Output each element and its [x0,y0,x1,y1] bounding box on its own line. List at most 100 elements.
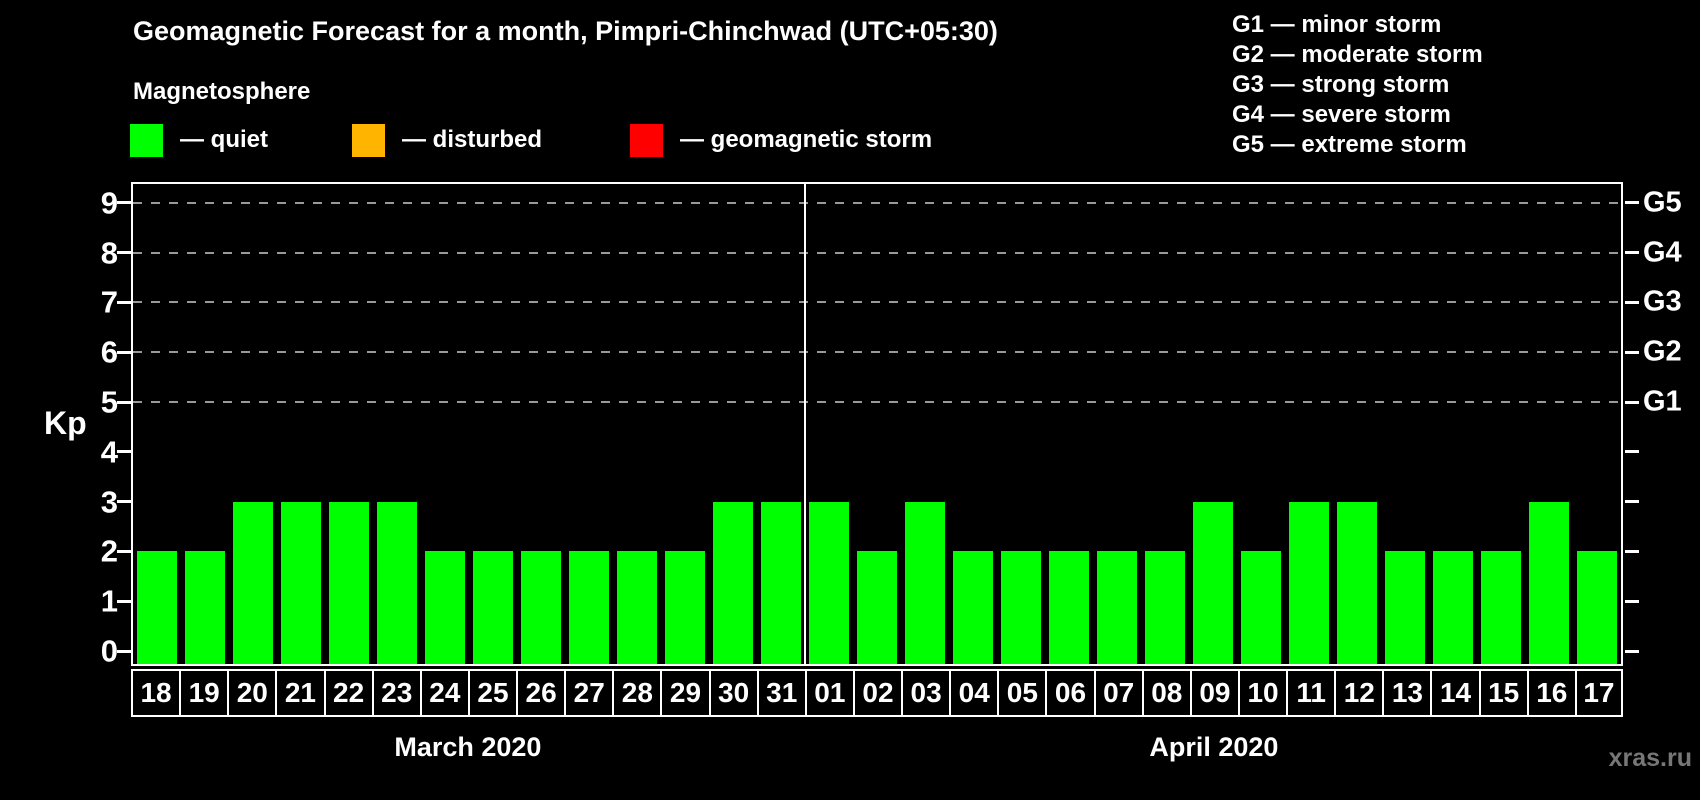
g2-legend-line: G2 — moderate storm [1232,41,1483,68]
day-label-04: 04 [949,669,1000,717]
y-tick-label-0: 0 [100,633,118,669]
day-label-17: 17 [1574,669,1623,717]
day-label-14: 14 [1430,669,1481,717]
y-tick-label-2: 2 [100,533,118,569]
kp-bar-day-19 [185,551,225,664]
y-tick-label-9: 9 [100,185,118,221]
y-tick-1 [117,599,131,603]
y-tick-8 [117,251,131,255]
y-tick-7 [117,300,131,304]
kp-bar-day-24 [425,551,465,664]
chart-title: Geomagnetic Forecast for a month, Pimpri… [133,16,998,46]
day-label-06: 06 [1045,669,1096,717]
kp-bar-day-15 [1481,551,1521,664]
day-label-13: 13 [1382,669,1433,717]
day-label-16: 16 [1526,669,1577,717]
day-label-12: 12 [1334,669,1385,717]
kp-bar-day-22 [329,501,369,664]
day-label-10: 10 [1237,669,1289,717]
kp-bar-day-30 [713,501,753,664]
magnetosphere-label: Magnetosphere [133,78,311,105]
g-axis-label-g5: G5 [1643,186,1682,219]
kp-bar-day-16 [1529,501,1569,664]
day-label-11: 11 [1286,669,1337,717]
day-label-24: 24 [419,669,470,717]
xras-watermark: xras.ru [1608,744,1692,772]
kp-bar-day-05 [1001,551,1041,664]
y-tick-label-6: 6 [100,334,118,370]
kp-bar-day-06 [1049,551,1089,664]
kp-bar-day-07 [1097,551,1137,664]
g1-legend-line: G1 — minor storm [1232,11,1442,38]
kp-bar-day-21 [281,501,321,664]
y-tick-label-4: 4 [100,434,118,470]
kp-bar-day-27 [569,551,609,664]
g-axis-label-g2: G2 [1643,335,1682,368]
kp-bar-day-20 [233,501,273,664]
g-axis-label-g4: G4 [1643,236,1682,269]
y-tick-label-3: 3 [100,484,118,520]
kp-bar-day-31 [761,501,801,664]
y-tick-label-1: 1 [100,583,118,619]
gridline-kp7 [133,301,1621,304]
right-tick-4 [1625,450,1639,454]
gridline-kp5 [133,401,1621,403]
g4-legend-line: G4 — severe storm [1232,101,1451,128]
y-tick-label-7: 7 [100,284,118,320]
legend-item-geomagnetic-storm: — geomagnetic storm [630,123,932,157]
y-tick-9 [117,201,131,205]
kp-bar-day-01 [809,501,849,664]
y-tick-0 [117,649,131,653]
right-tick-3 [1625,500,1639,504]
g3-legend-line: G3 — strong storm [1232,71,1450,98]
plot-area: 0 1 2 3 4 5 6 7 8 9 G1 G2 G3 G4 G5 [101,182,1682,667]
day-label-20: 20 [227,669,278,717]
y-tick-2 [117,549,131,553]
right-tick-9 [1625,201,1639,205]
g-axis-label-g3: G3 [1643,285,1682,318]
day-label-25: 25 [467,669,519,717]
day-label-26: 26 [516,669,567,717]
day-label-21: 21 [275,669,326,717]
day-label-09: 09 [1189,669,1240,717]
y-tick-4 [117,450,131,454]
right-tick-6 [1625,350,1639,354]
day-label-18: 18 [131,669,182,717]
kp-bar-day-25 [473,551,513,664]
right-tick-5 [1625,400,1639,404]
gridline-kp8 [133,251,1621,254]
day-label-30: 30 [708,669,759,717]
gridline-kp9 [133,201,1621,204]
g5-legend-line: G5 — extreme storm [1232,131,1467,158]
kp-bar-day-09 [1193,501,1233,664]
day-label-01: 01 [804,669,855,717]
day-label-08: 08 [1141,669,1192,717]
kp-bar-day-14 [1433,551,1473,664]
kp-bar-day-26 [521,551,561,664]
quiet-label: — quiet [180,126,268,153]
right-tick-0 [1625,649,1639,653]
y-tick-3 [117,500,131,504]
kp-bar-day-10 [1241,551,1281,664]
kp-bar-day-03 [905,501,945,664]
day-label-05: 05 [997,669,1048,717]
kp-bar-day-18 [137,551,177,664]
kp-bar-day-11 [1289,501,1329,664]
month-label-1: April 2020 [1149,732,1279,762]
day-label-02: 02 [852,669,904,717]
y-tick-label-8: 8 [100,235,118,271]
y-tick-6 [117,350,131,354]
day-label-22: 22 [323,669,374,717]
y-axis-label: Kp [44,405,87,441]
right-tick-7 [1625,300,1639,304]
month-boundary-line [804,184,806,664]
right-tick-1 [1625,599,1639,603]
month-label-0: March 2020 [394,732,542,762]
gridline-kp6 [133,351,1621,354]
legend-item-quiet: — quiet [130,123,268,157]
kp-bar-day-04 [953,551,993,664]
quiet-color-swatch [130,123,163,157]
storm-label: — geomagnetic storm [680,126,933,153]
disturbed-label: — disturbed [402,126,543,153]
right-tick-2 [1625,549,1639,553]
